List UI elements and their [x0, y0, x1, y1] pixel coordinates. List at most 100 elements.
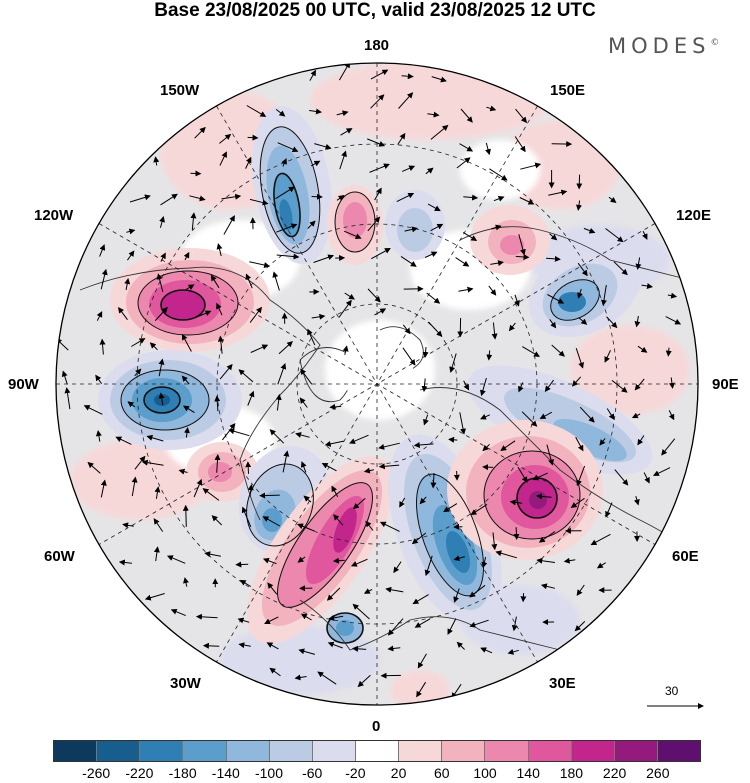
- wind-arrow: [300, 461, 307, 473]
- wind-arrow: [365, 520, 374, 531]
- wind-arrow: [262, 516, 281, 527]
- wind-arrow: [423, 414, 429, 426]
- wind-arrow: [275, 393, 282, 411]
- wind-arrow: [546, 255, 561, 262]
- anomaly-cells: [98, 105, 653, 644]
- wind-arrow: [490, 260, 504, 267]
- wind-arrow: [575, 200, 582, 211]
- wind-arrow: [313, 254, 335, 263]
- wind-arrow: [338, 299, 352, 318]
- wind-arrow: [363, 467, 375, 474]
- wind-arrow: [328, 614, 344, 621]
- wind-arrow: [61, 370, 68, 385]
- wind-arrow: [95, 430, 102, 442]
- wind-arrow: [518, 382, 524, 393]
- wind-arrow: [422, 347, 429, 358]
- wind-arrow: [357, 674, 371, 688]
- wind-arrow: [520, 593, 527, 603]
- wind-arrow: [99, 338, 106, 355]
- wind-arrow: [221, 193, 242, 200]
- wind-arrow: [455, 257, 470, 267]
- wind-arrow: [570, 497, 585, 508]
- lon-label-120w: 120W: [34, 207, 74, 224]
- wind-arrow: [219, 151, 227, 166]
- wind-arrow: [134, 368, 142, 377]
- colorbar-segment: [399, 741, 443, 761]
- wind-arrow: [100, 479, 107, 498]
- wind-arrow: [490, 224, 502, 231]
- wind-arrow: [371, 248, 391, 260]
- wind-arrow: [396, 192, 415, 203]
- wind-arrow: [326, 587, 341, 601]
- wind-arrow: [311, 193, 323, 200]
- wind-arrow: [668, 410, 675, 421]
- wind-arrow: [249, 198, 269, 206]
- wind-arrow: [596, 562, 606, 569]
- wind-arrow: [278, 341, 293, 355]
- wind-arrow: [250, 344, 269, 353]
- wind-arrow: [259, 492, 280, 499]
- lon-label-0: 0: [372, 718, 381, 735]
- wind-arrow: [264, 616, 279, 624]
- brand-mark: ©: [710, 38, 720, 48]
- wind-arrow: [402, 347, 416, 366]
- wind-arrow: [118, 306, 128, 320]
- wind-arrow: [424, 555, 433, 577]
- wind-arrow: [249, 306, 263, 323]
- lon-label-150e: 150E: [550, 82, 586, 99]
- wind-arrow: [643, 472, 650, 484]
- wind-arrow: [459, 143, 474, 152]
- wind-arrow: [170, 608, 186, 617]
- colorbar-tick-label: 140: [516, 765, 540, 781]
- wind-arrow: [641, 283, 653, 289]
- wind-arrow: [399, 497, 406, 508]
- colorbar-segment: [442, 741, 486, 761]
- wind-arrow: [379, 521, 400, 532]
- wind-arrow: [352, 498, 366, 510]
- wind-arrow: [146, 434, 164, 442]
- wind-arrow: [307, 220, 316, 229]
- wind-arrow: [378, 442, 400, 450]
- wind-arrow: [327, 641, 343, 649]
- wind-arrow: [369, 163, 390, 173]
- colorbar: [53, 740, 701, 762]
- wind-arrow: [277, 363, 287, 385]
- wind-arrow: [547, 294, 565, 304]
- wind-arrow: [370, 69, 389, 80]
- chart-title: Base 23/08/2025 00 UTC, valid 23/08/2025…: [154, 0, 596, 21]
- colorbar-tick-label: -60: [302, 765, 323, 781]
- wind-arrow: [486, 350, 493, 361]
- colorbar-tick-label: 100: [473, 765, 497, 781]
- wind-arrow: [599, 438, 606, 446]
- wind-arrow: [536, 557, 555, 564]
- wind-arrow: [481, 556, 488, 569]
- wind-arrow: [238, 642, 251, 649]
- wind-arrow: [87, 461, 101, 474]
- colorbar-segment: [355, 741, 400, 761]
- wind-arrow: [453, 470, 460, 481]
- wind-arrow: [469, 584, 486, 598]
- wind-arrow: [95, 374, 103, 384]
- wind-arrow: [153, 156, 160, 166]
- colorbar-tick-label: -220: [125, 765, 154, 781]
- wind-arrow: [324, 440, 344, 447]
- lon-label-90e: 90E: [712, 376, 739, 393]
- wind-arrow: [489, 168, 508, 181]
- wind-arrow: [131, 476, 138, 497]
- wind-arrow: [127, 401, 136, 408]
- wind-arrow: [387, 618, 404, 636]
- wind-arrow: [579, 406, 595, 423]
- colorbar-tick-label: 220: [602, 765, 627, 781]
- wind-arrow: [219, 363, 233, 380]
- wind-arrow: [115, 436, 132, 445]
- wind-arrow: [514, 294, 520, 307]
- wind-arrow: [367, 138, 386, 147]
- wind-arrow: [134, 455, 146, 470]
- wind-arrow: [425, 167, 434, 175]
- wind-arrow: [500, 440, 516, 451]
- wind-arrow: [606, 316, 618, 329]
- wind-arrow: [571, 376, 582, 387]
- wind-arrow: [333, 514, 344, 526]
- wind-arrow: [412, 594, 429, 605]
- wind-arrow: [633, 495, 640, 506]
